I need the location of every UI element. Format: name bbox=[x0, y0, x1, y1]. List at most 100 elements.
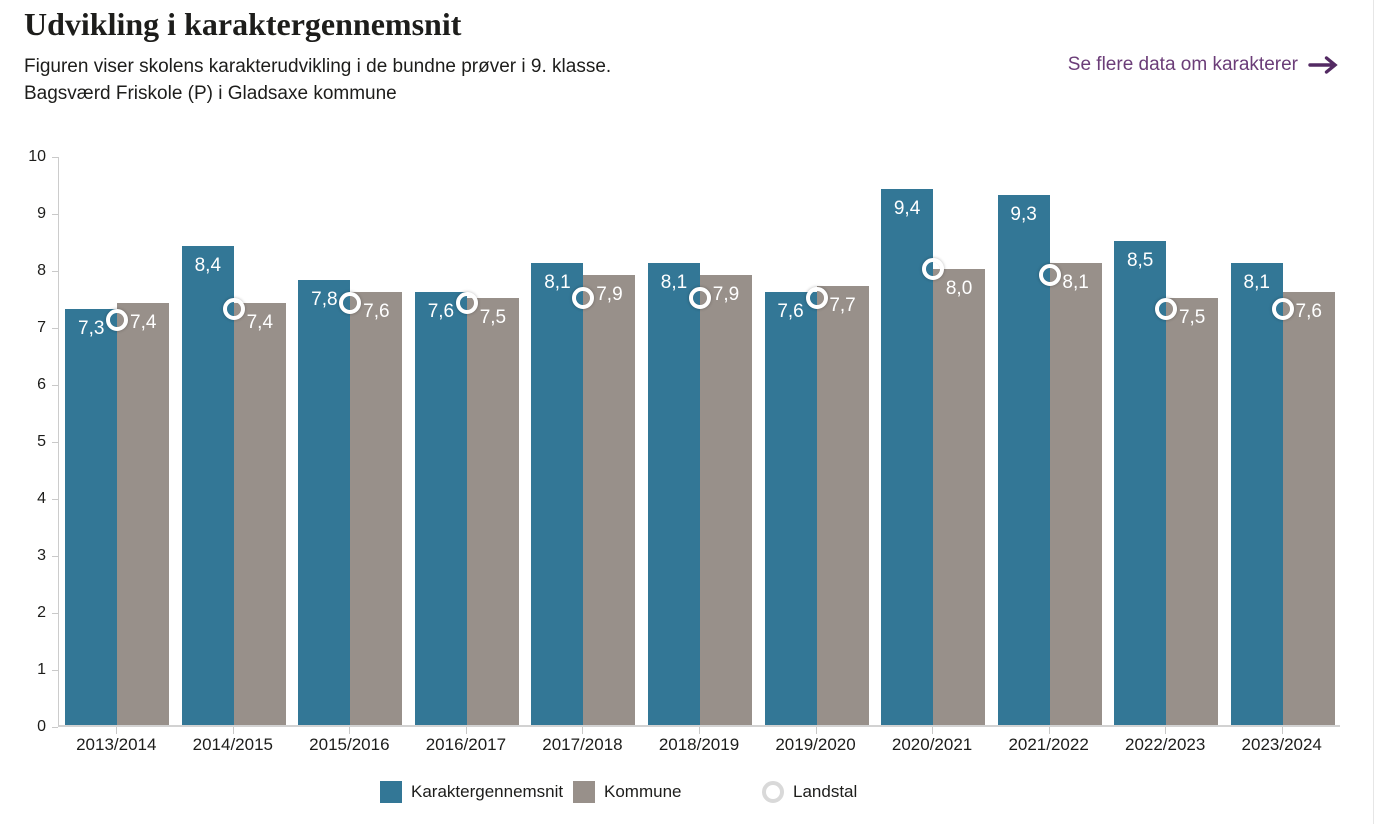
x-axis-label: 2021/2022 bbox=[1008, 735, 1089, 754]
y-axis-tick bbox=[52, 271, 58, 272]
y-axis-label: 7 bbox=[37, 319, 46, 336]
landstal-marker[interactable] bbox=[572, 286, 595, 309]
landstal-marker[interactable] bbox=[1155, 297, 1178, 320]
y-axis-label: 4 bbox=[37, 490, 46, 507]
school-name-subtitle: Bagsværd Friskole (P) i Gladsaxe kommune bbox=[24, 83, 397, 104]
bar-kommune[interactable]: 8,0 bbox=[933, 269, 986, 725]
chart-subtitle: Figuren viser skolens karakterudvikling … bbox=[24, 56, 612, 77]
bar-karaktergennemsnit[interactable]: 7,6 bbox=[414, 291, 467, 725]
legend-label-landstal: Landstal bbox=[793, 782, 858, 801]
bar-value-label: 7,9 bbox=[712, 283, 740, 305]
bar-kommune[interactable]: 7,7 bbox=[816, 286, 869, 725]
kommune-swatch-icon bbox=[573, 781, 595, 803]
x-axis-tick bbox=[349, 727, 351, 734]
bar-value-label: 8,1 bbox=[544, 272, 571, 294]
bar-karaktergennemsnit[interactable]: 8,4 bbox=[181, 246, 234, 725]
bar-karaktergennemsnit[interactable]: 7,3 bbox=[65, 308, 118, 725]
bar-kommune[interactable]: 8,1 bbox=[1049, 263, 1102, 725]
page-title: Udvikling i karaktergennemsnit bbox=[24, 6, 462, 42]
y-axis-tick bbox=[52, 556, 58, 557]
landstal-marker[interactable] bbox=[805, 286, 828, 309]
bar-kommune[interactable]: 7,6 bbox=[1282, 291, 1335, 725]
bar-value-label: 7,8 bbox=[311, 289, 338, 311]
plot-area: 7,3 7,4 8,4 7,4 7,8 7,6 7,6 7,5 8,1 7,9 8,1 7,9 7,6 7… bbox=[58, 157, 1340, 727]
legend-item-karaktergennemsnit: Karaktergennemsnit bbox=[380, 781, 563, 803]
bar-value-label: 7,5 bbox=[479, 306, 507, 328]
landstal-marker[interactable] bbox=[922, 258, 945, 280]
bar-value-label: 7,9 bbox=[596, 283, 623, 305]
x-axis-label: 2016/2017 bbox=[425, 735, 507, 754]
x-axis-label: 2018/2019 bbox=[658, 735, 740, 754]
landstal-marker[interactable] bbox=[689, 286, 711, 309]
bar-value-label: 7,6 bbox=[777, 300, 804, 322]
y-axis-tick bbox=[52, 670, 58, 671]
landstal-marker[interactable] bbox=[339, 292, 362, 315]
bar-karaktergennemsnit[interactable]: 9,4 bbox=[881, 189, 934, 725]
bar-karaktergennemsnit[interactable]: 7,8 bbox=[298, 280, 351, 725]
see-more-data-link-label: Se flere data om karakterer bbox=[1067, 54, 1298, 75]
x-axis-tick bbox=[932, 727, 934, 734]
bar-kommune[interactable]: 7,4 bbox=[117, 303, 170, 725]
x-axis-label: 2014/2015 bbox=[192, 735, 273, 754]
y-axis-tick bbox=[52, 442, 58, 443]
arrow-right-icon bbox=[1308, 56, 1339, 74]
y-axis-tick bbox=[52, 499, 58, 500]
y-axis-label: 1 bbox=[37, 661, 46, 678]
landstal-marker[interactable] bbox=[455, 292, 478, 315]
x-axis-tick bbox=[815, 727, 817, 734]
legend-item-kommune: Kommune bbox=[573, 781, 681, 803]
y-axis-label: 10 bbox=[28, 148, 46, 165]
bar-value-label: 9,4 bbox=[893, 198, 921, 220]
landstal-marker[interactable] bbox=[106, 309, 129, 332]
bar-value-label: 7,5 bbox=[1178, 306, 1206, 328]
bar-kommune[interactable]: 7,6 bbox=[350, 291, 403, 725]
x-axis-tick bbox=[1281, 727, 1283, 734]
x-axis-tick bbox=[232, 727, 234, 734]
bar-kommune[interactable]: 7,9 bbox=[583, 274, 636, 725]
bar-value-label: 8,4 bbox=[194, 255, 222, 277]
bar-value-label: 7,6 bbox=[427, 300, 455, 322]
y-axis-label: 6 bbox=[37, 376, 46, 393]
x-axis-label: 2023/2024 bbox=[1241, 735, 1322, 754]
bar-kommune[interactable]: 7,5 bbox=[1166, 297, 1219, 725]
bar-value-label: 8,1 bbox=[660, 272, 688, 294]
y-axis-tick bbox=[52, 214, 58, 215]
y-axis-tick bbox=[52, 613, 58, 614]
y-axis-tick bbox=[52, 328, 58, 329]
x-axis-label: 2015/2016 bbox=[309, 735, 390, 754]
x-axis-label: 2013/2014 bbox=[76, 735, 157, 754]
bar-value-label: 8,1 bbox=[1243, 272, 1270, 294]
legend-label-kommune: Kommune bbox=[604, 782, 682, 801]
see-more-data-link[interactable]: Se flere data om karakterer bbox=[1068, 54, 1339, 76]
bar-karaktergennemsnit[interactable]: 9,3 bbox=[997, 194, 1050, 725]
landstal-marker[interactable] bbox=[1271, 297, 1294, 320]
y-axis-label: 3 bbox=[37, 547, 46, 564]
y-axis-tick bbox=[52, 157, 58, 158]
bar-value-label: 8,5 bbox=[1126, 249, 1154, 271]
bar-karaktergennemsnit[interactable]: 8,5 bbox=[1114, 240, 1167, 725]
x-axis-label: 2017/2018 bbox=[542, 735, 623, 754]
bar-karaktergennemsnit[interactable]: 8,1 bbox=[531, 263, 584, 725]
bar-kommune[interactable]: 7,4 bbox=[233, 303, 286, 725]
x-axis-label: 2022/2023 bbox=[1124, 735, 1206, 754]
legend-label-karaktergennemsnit: Karaktergennemsnit bbox=[411, 782, 564, 801]
bar-value-label: 7,4 bbox=[246, 312, 274, 334]
bar-kommune[interactable]: 7,9 bbox=[700, 274, 752, 725]
landstal-marker[interactable] bbox=[222, 297, 245, 320]
y-axis-tick bbox=[52, 727, 58, 728]
x-axis-tick bbox=[582, 727, 584, 734]
x-axis-tick bbox=[1048, 727, 1050, 734]
bar-karaktergennemsnit[interactable]: 8,1 bbox=[1230, 263, 1283, 725]
y-axis-label: 9 bbox=[37, 205, 46, 222]
x-axis-tick bbox=[116, 727, 118, 734]
bar-value-label: 7,6 bbox=[363, 300, 390, 322]
bar-value-label: 7,7 bbox=[829, 295, 856, 317]
karaktergennemsnit-swatch-icon bbox=[380, 781, 402, 803]
landstal-marker[interactable] bbox=[1038, 263, 1061, 286]
y-axis-label: 8 bbox=[37, 262, 46, 279]
y-axis-label: 0 bbox=[37, 718, 46, 735]
bar-karaktergennemsnit[interactable]: 8,1 bbox=[648, 263, 700, 725]
bar-kommune[interactable]: 7,5 bbox=[466, 297, 519, 725]
bar-karaktergennemsnit[interactable]: 7,6 bbox=[764, 291, 817, 725]
